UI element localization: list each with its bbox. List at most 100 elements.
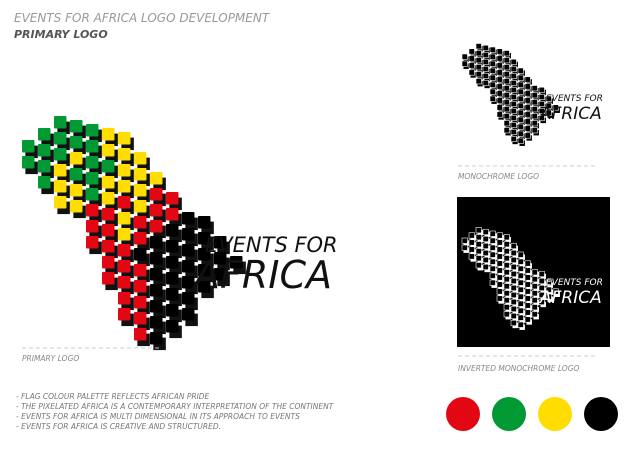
pixel [503,127,510,134]
pixel [118,164,131,177]
pixel [489,265,496,272]
pixel [54,132,67,145]
pixel [510,284,517,292]
pixel [150,204,163,217]
pixel [489,237,496,244]
pixel [517,300,524,307]
pixel [489,88,496,95]
color-swatch [538,397,572,431]
color-swatch [492,397,526,431]
pixel [468,253,475,260]
pixel [524,104,531,111]
caption: INVERTED MONOCHROME LOGO [458,364,580,373]
pixel [102,256,115,269]
pixel [70,184,83,197]
pixel [510,319,517,327]
pixel [503,304,510,311]
pixel [489,244,496,251]
pixel [496,260,503,267]
pixel [482,249,489,257]
pixel [86,188,99,201]
pixel [524,132,531,139]
pixel [531,304,538,311]
pixel [482,44,489,52]
pixel [102,240,115,253]
pixel [510,305,517,313]
pixel [166,240,179,253]
pixel [517,293,524,300]
pixel [118,132,131,145]
pixel [503,50,510,57]
pixel [461,53,468,60]
pixel [517,67,524,74]
pixel [510,256,517,264]
pixel [524,260,531,267]
pixel [102,176,115,189]
pixel [524,97,531,104]
pixel [531,106,538,113]
pixel [545,286,552,293]
note-line: - EVENTS FOR AFRICA IS MULTI DIMENSIONAL… [16,412,300,421]
pixel [182,260,195,273]
pixel [86,172,99,185]
pixel [54,164,67,177]
pixel [198,280,211,293]
pixel [496,62,503,69]
pixel [230,256,243,269]
pixel [150,332,163,345]
pixel [545,279,552,286]
pixel [468,246,475,253]
pixel [503,276,510,283]
pixel [503,64,510,71]
logo-line1: EVENTS FOR [546,94,603,104]
pixel [468,48,475,55]
pixel [510,58,517,66]
pixel [524,118,531,125]
primary-logo [22,116,246,351]
pixel [102,128,115,141]
pixel [524,125,531,132]
pixel [198,264,211,277]
pixel [510,291,517,299]
pixel [510,114,517,122]
pixel [475,64,482,71]
pixel [489,279,496,286]
pixel [475,262,482,269]
pixel [489,272,496,279]
pixel [54,116,67,129]
pixel [496,246,503,253]
pixel [531,120,538,127]
pixel [496,83,503,90]
pixel [70,168,83,181]
pixel [517,81,524,88]
pixel [517,95,524,102]
caption: MONOCHROME LOGO [458,172,539,181]
pixel [503,290,510,297]
pixel [517,321,524,328]
pixel [118,196,131,209]
pixel [102,208,115,221]
pixel [475,43,482,50]
pixel [475,248,482,255]
pixel [482,235,489,243]
note-line: - THE PIXELATED AFRICA IS A CONTEMPORARY… [16,402,335,411]
pixel [166,320,179,333]
notes: - FLAG COLOUR PALETTE REFLECTS AFRICAN P… [16,392,335,431]
pixel [489,230,496,237]
pixel [545,95,552,102]
pixel [118,276,131,289]
pixel [503,269,510,276]
pixel [182,212,195,225]
pixel [524,302,531,309]
pixel [482,72,489,80]
pixel [496,111,503,118]
pixel [86,236,99,249]
pixel [134,232,147,245]
pixel [214,236,227,249]
pixel [503,71,510,78]
inverted-logo [461,227,560,330]
pixel [531,269,538,276]
pixel [150,316,163,329]
pixel [214,268,227,281]
pixel [538,93,545,101]
